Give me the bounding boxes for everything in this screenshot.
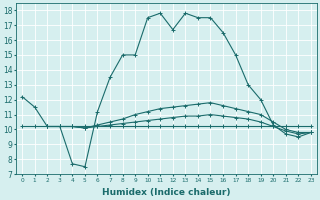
X-axis label: Humidex (Indice chaleur): Humidex (Indice chaleur) [102, 188, 231, 197]
